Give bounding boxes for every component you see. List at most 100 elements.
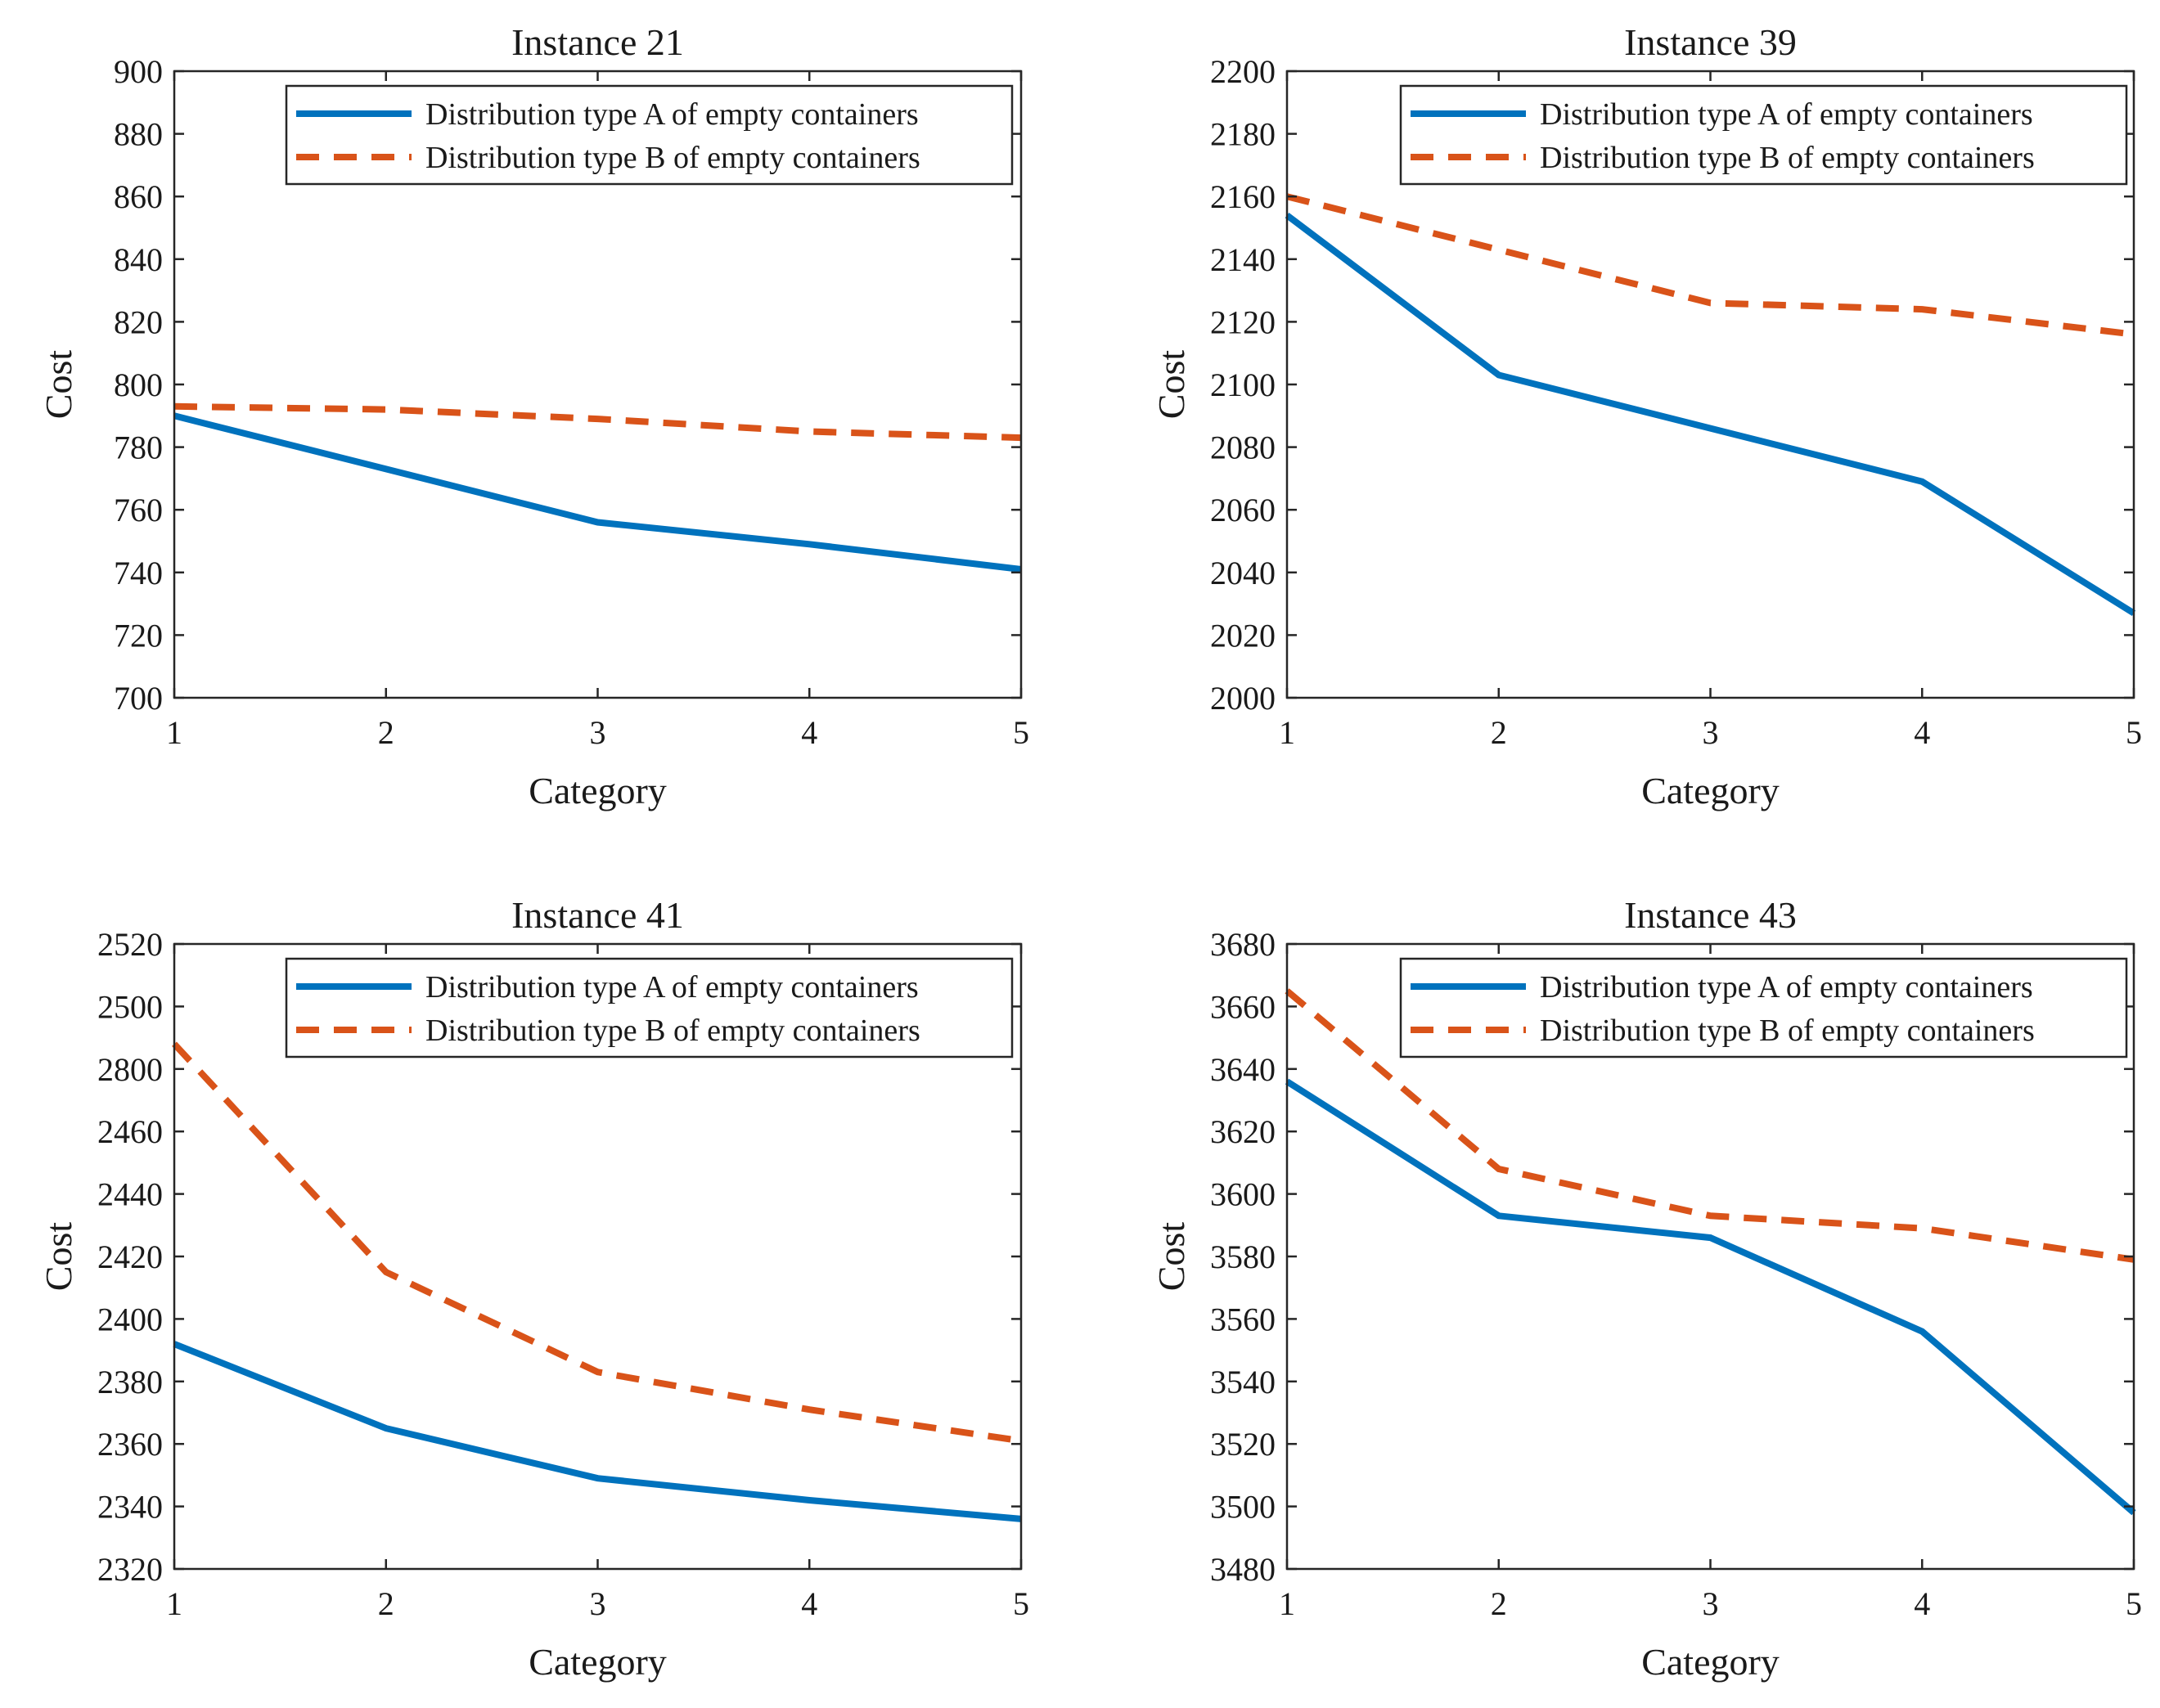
chart-title: Instance 21 [511,21,684,63]
y-axis-label: Cost [1150,1222,1192,1292]
y-tick-label: 3640 [1210,1051,1276,1088]
x-tick-label: 4 [1914,714,1930,751]
y-tick-label: 2000 [1210,680,1276,717]
y-tick-label: 3540 [1210,1364,1276,1400]
x-axis-label: Category [529,1641,667,1683]
y-tick-label: 740 [114,555,163,591]
y-tick-label: 3500 [1210,1489,1276,1526]
y-tick-label: 2420 [97,1238,163,1275]
y-tick-label: 2180 [1210,116,1276,153]
y-tick-label: 2100 [1210,366,1276,403]
x-tick-label: 2 [378,714,394,751]
x-axis-label: Category [1641,1641,1780,1683]
y-tick-label: 2060 [1210,492,1276,528]
y-tick-label: 2460 [97,1113,163,1150]
chart-title: Instance 43 [1624,894,1797,936]
y-tick-label: 780 [114,429,163,466]
legend: Distribution type A of empty containers D… [285,84,1014,186]
legend-box [285,957,1014,1059]
y-tick-label: 2120 [1210,303,1276,340]
legend-box [285,84,1014,186]
y-tick-label: 900 [114,53,163,90]
x-tick-label: 5 [2126,1585,2142,1622]
x-tick-label: 5 [2126,714,2142,751]
y-tick-label: 3600 [1210,1176,1276,1213]
x-axis-label: Category [1641,770,1780,811]
series-line-b [173,402,1022,442]
legend-entry-b: Distribution type B of empty containers [1540,141,2035,175]
chart-panel-1: 700 720 740 760 780 800 820 840 860 880 900 1 2 3 4 5 In… [38,21,1029,811]
y-axis-label: Cost [38,1222,79,1292]
y-tick-label: 2360 [97,1426,163,1463]
legend: Distribution type A of empty containers D… [1399,957,2128,1059]
y-tick-label: 2020 [1210,617,1276,654]
legend-entry-b: Distribution type B of empty containers [425,1014,920,1048]
x-tick-label: 5 [1013,714,1029,751]
y-tick-label: 2440 [97,1176,163,1213]
x-tick-label: 2 [1491,1585,1507,1622]
legend: Distribution type A of empty containers D… [285,957,1014,1059]
chart-panel-2: 2000 2020 2040 2060 2080 2100 2120 2140 2160 2180… [1150,21,2142,811]
x-tick-label: 2 [378,1585,394,1622]
series-line-a [173,412,1022,573]
x-tick-label: 2 [1491,714,1507,751]
x-tick-label: 4 [801,714,817,751]
y-tick-label: 3580 [1210,1238,1276,1275]
legend-box [1399,957,2128,1059]
x-tick-label: 3 [590,714,606,751]
y-tick-label: 2040 [1210,555,1276,591]
y-tick-label: 2200 [1210,53,1276,90]
y-tick-label: 2340 [97,1489,163,1526]
y-tick-label: 3680 [1210,926,1276,963]
x-axis-label: Category [529,770,667,811]
x-tick-label: 5 [1013,1585,1029,1622]
legend-entry-a: Distribution type A of empty containers [425,97,919,132]
y-tick-label: 2160 [1210,178,1276,215]
chart-panel-3: 2320 2340 2360 2380 2400 2420 2440 2460 2800 2500… [38,894,1029,1683]
series-line-b [1285,988,2135,1263]
y-tick-label: 720 [114,617,163,654]
x-tick-label: 3 [1703,714,1719,751]
y-tick-label: 800 [114,366,163,403]
series-line-a [1285,1078,2136,1516]
y-tick-label: 3660 [1210,988,1276,1025]
legend-box [1399,84,2128,186]
series-line-b [1286,193,2135,338]
y-tick-label: 2400 [97,1301,163,1337]
y-tick-label: 2140 [1210,241,1276,278]
y-tick-label: 820 [114,303,163,340]
x-tick-label: 1 [1279,714,1295,751]
y-tick-label: 860 [114,178,163,215]
legend-entry-a: Distribution type A of empty containers [1540,970,2033,1005]
chart-title: Instance 41 [511,894,684,936]
x-tick-label: 4 [801,1585,817,1622]
y-axis-label: Cost [1150,350,1192,420]
legend: Distribution type A of empty containers D… [1399,84,2128,186]
series-line-a [1285,213,2136,616]
x-tick-label: 4 [1914,1585,1930,1622]
y-tick-label: 840 [114,241,163,278]
y-tick-label: 3520 [1210,1426,1276,1463]
y-tick-label: 2320 [97,1551,163,1588]
y-tick-label: 2500 [97,988,163,1025]
y-tick-label: 760 [114,492,163,528]
y-tick-label: 880 [114,116,163,153]
y-tick-label: 2800 [97,1051,163,1088]
y-tick-label: 2380 [97,1364,163,1400]
chart-title: Instance 39 [1624,21,1797,63]
series-line-b [172,1041,1022,1445]
y-tick-label: 700 [114,680,163,717]
x-tick-label: 1 [166,714,182,751]
legend-entry-a: Distribution type A of empty containers [1540,97,2033,132]
y-tick-label: 2080 [1210,429,1276,466]
x-tick-label: 1 [166,1585,182,1622]
y-tick-label: 3560 [1210,1301,1276,1337]
legend-entry-b: Distribution type B of empty containers [1540,1014,2035,1048]
y-axis-label: Cost [38,350,79,420]
legend-entry-a: Distribution type A of empty containers [425,970,919,1005]
chart-panel-4: 3480 3500 3520 3540 3560 3580 3600 3620 3640 3660… [1150,894,2142,1683]
x-tick-label: 3 [590,1585,606,1622]
series-line-a [173,1341,1022,1522]
y-tick-label: 3480 [1210,1551,1276,1588]
